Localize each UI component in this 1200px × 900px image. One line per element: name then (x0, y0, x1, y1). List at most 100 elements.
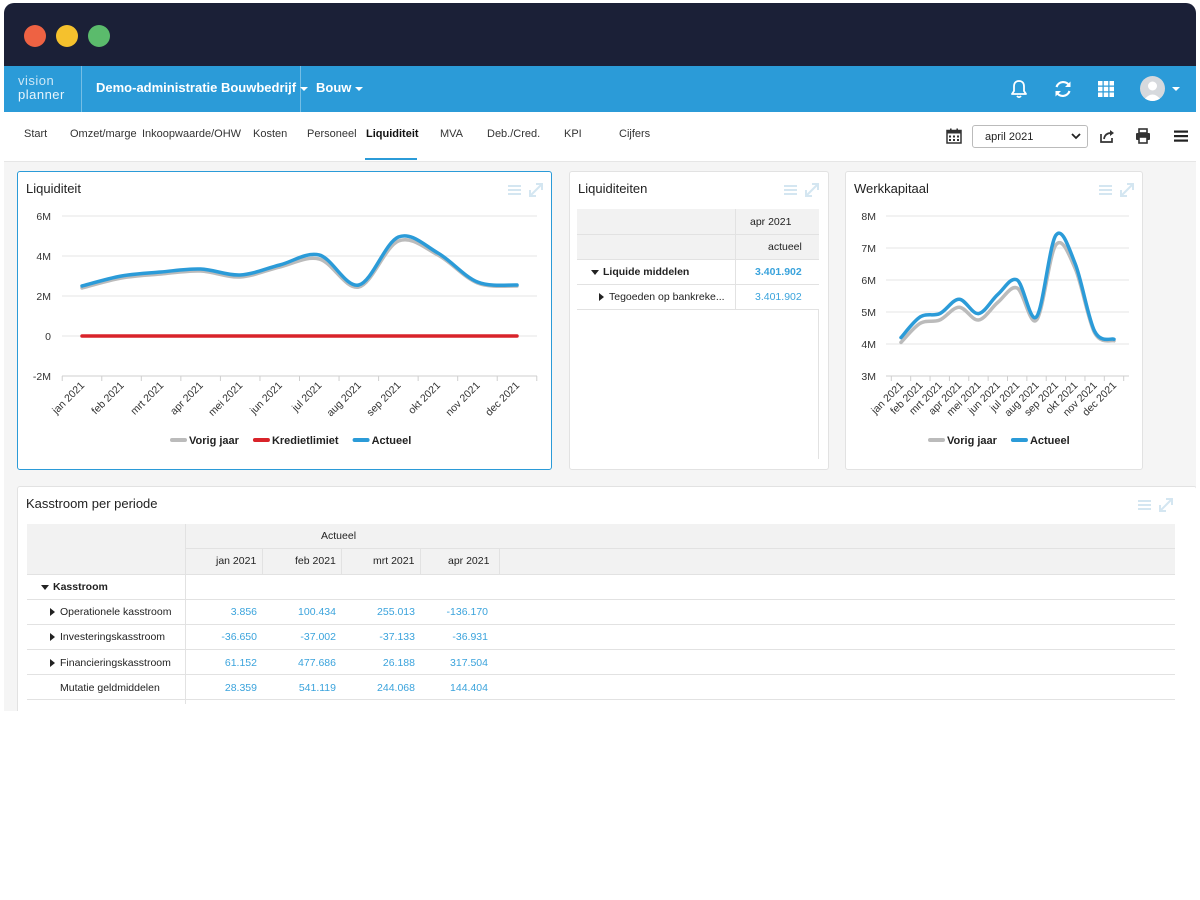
chevron-down-icon (300, 86, 309, 91)
print-icon[interactable] (1134, 127, 1152, 145)
expand-caret-icon (50, 659, 55, 668)
legend-item[interactable]: Actueel (1010, 435, 1070, 447)
kasstroom-table: Actueel jan 2021 feb 2021 mrt 2021 apr 2… (27, 524, 1175, 704)
y-tick-label: 2M (36, 291, 51, 303)
legend-item[interactable]: Actueel (352, 435, 412, 447)
card-actions (508, 183, 543, 197)
tab-mva[interactable]: MVA (440, 128, 464, 140)
x-tick-label: dec 2021 (483, 380, 522, 419)
table-cell-value: 477.686 (298, 657, 336, 669)
column-divider (185, 524, 186, 704)
collapse-caret-icon (591, 269, 599, 275)
minimize-window-button[interactable] (56, 25, 78, 47)
column-header: jan 2021 (216, 555, 257, 567)
row-divider (27, 699, 1175, 700)
card-menu-icon[interactable] (1138, 500, 1151, 510)
bell-icon[interactable] (1008, 78, 1030, 100)
series-line-actueel[interactable] (80, 234, 519, 288)
logo-line-1: vision (18, 73, 55, 88)
x-tick-label: jul 2021 (289, 380, 324, 415)
table-row-toggle[interactable]: Operationele kasstroom (50, 606, 171, 618)
x-tick-label: apr 2021 (168, 380, 206, 418)
card-expand-icon[interactable] (805, 183, 819, 197)
table-cell-value: 244.068 (377, 682, 415, 694)
table-cell-value: -36.650 (221, 631, 257, 643)
card-actions (1099, 183, 1134, 197)
row-value: 3.401.902 (755, 291, 802, 303)
row-divider (185, 548, 1175, 549)
y-tick-label: 5M (861, 307, 876, 319)
werkkapitaal-chart-card[interactable]: Werkkapitaal 8M 7M 6M 5M 4M 3M jan 2021 feb 202… (845, 171, 1143, 470)
table-cell-value: -136.170 (446, 606, 488, 618)
kasstroom-table-card[interactable]: Kasstroom per periode Actueel jan 2021 f… (17, 486, 1196, 711)
card-expand-icon[interactable] (1120, 183, 1134, 197)
table-row-toggle[interactable]: Liquide middelen (591, 266, 689, 278)
card-actions (1138, 498, 1173, 512)
period-select[interactable]: april 2021 (972, 125, 1088, 148)
close-window-button[interactable] (24, 25, 46, 47)
card-menu-icon[interactable] (1099, 185, 1112, 195)
row-divider (27, 674, 1175, 675)
tab-kosten[interactable]: Kosten (253, 128, 288, 140)
legend-item[interactable]: Vorig jaar (170, 435, 240, 447)
table-cell-value: 317.504 (450, 657, 488, 669)
card-expand-icon[interactable] (529, 183, 543, 197)
legend-item[interactable]: Kredietlimiet (252, 435, 339, 447)
hamburger-menu-icon[interactable] (1172, 127, 1190, 145)
table-cell-value: 255.013 (377, 606, 415, 618)
card-menu-icon[interactable] (784, 185, 797, 195)
refresh-icon[interactable] (1052, 78, 1074, 100)
table-cell-value: 144.404 (450, 682, 488, 694)
export-icon[interactable] (1098, 127, 1116, 145)
liquiditeiten-table-card[interactable]: Liquiditeiten apr 2021 actueel Liquide m… (569, 171, 829, 470)
y-tick-label: 4M (861, 339, 876, 351)
tab-personeel[interactable]: Personeel (307, 128, 357, 140)
y-tick-label: -2M (33, 371, 51, 383)
calendar-icon[interactable] (945, 127, 963, 145)
maximize-window-button[interactable] (88, 25, 110, 47)
y-tick-label: 0 (45, 331, 51, 343)
tab-liquiditeit[interactable]: Liquiditeit (366, 128, 419, 140)
vision-planner-logo[interactable]: vision planner (18, 74, 82, 102)
table-cell-value: -37.133 (379, 631, 415, 643)
table-row-toggle[interactable]: Investeringskasstroom (50, 631, 165, 643)
x-tick-label: okt 2021 (406, 380, 443, 417)
tab-cijfers[interactable]: Cijfers (619, 128, 651, 140)
tab-deb-cred[interactable]: Deb./Cred. (487, 128, 541, 140)
table-row-toggle[interactable]: Financieringskasstroom (50, 657, 171, 669)
nav-divider (81, 66, 82, 112)
card-menu-icon[interactable] (508, 185, 521, 195)
user-menu-chevron-icon[interactable] (1172, 87, 1180, 91)
column-group-header: Actueel (321, 530, 357, 542)
top-navigation-bar: vision planner Demo-administratie Bouwbe… (4, 66, 1196, 112)
nav-divider (300, 66, 301, 112)
user-avatar-icon[interactable] (1140, 76, 1165, 101)
tab-inkoopwaarde-ohw[interactable]: Inkoopwaarde/OHW (142, 128, 242, 140)
card-expand-icon[interactable] (1159, 498, 1173, 512)
row-label: Mutatie geldmiddelen (60, 682, 160, 694)
apps-grid-icon[interactable] (1095, 78, 1117, 100)
column-divider (420, 548, 421, 574)
liquiditeit-chart-card[interactable]: Liquiditeit 6M 4M 2M 0 -2M jan 2021 feb 2021 mr… (17, 171, 552, 470)
table-row-toggle[interactable]: Kasstroom (41, 581, 108, 593)
table-scroll-edge (818, 309, 819, 459)
tab-start[interactable]: Start (24, 128, 48, 140)
legend-item[interactable]: Vorig jaar (928, 435, 998, 447)
card-title: Kasstroom per periode (26, 496, 158, 511)
table-row-toggle[interactable]: Tegoeden op bankreke... (599, 291, 725, 303)
series-line-actueel[interactable] (899, 231, 1116, 342)
tab-kpi[interactable]: KPI (564, 128, 582, 140)
y-tick-label: 6M (36, 211, 51, 223)
administration-dropdown[interactable]: Demo-administratie Bouwbedrijf (96, 80, 309, 95)
chevron-down-icon (1071, 133, 1081, 140)
liquiditeiten-table: apr 2021 actueel Liquide middelen 3.401.… (577, 209, 819, 464)
row-divider (27, 574, 1175, 575)
row-label: Financieringskasstroom (60, 657, 171, 669)
chart-grid (886, 215, 1129, 377)
expand-caret-icon (50, 608, 55, 617)
user-silhouette-icon (1143, 81, 1162, 101)
tab-omzet-marge[interactable]: Omzet/marge (70, 128, 137, 140)
sector-dropdown[interactable]: Bouw (316, 80, 364, 95)
table-cell-value: 541.119 (298, 682, 336, 694)
